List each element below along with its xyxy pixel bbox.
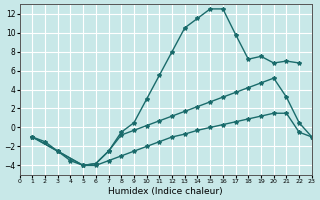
X-axis label: Humidex (Indice chaleur): Humidex (Indice chaleur) — [108, 187, 223, 196]
